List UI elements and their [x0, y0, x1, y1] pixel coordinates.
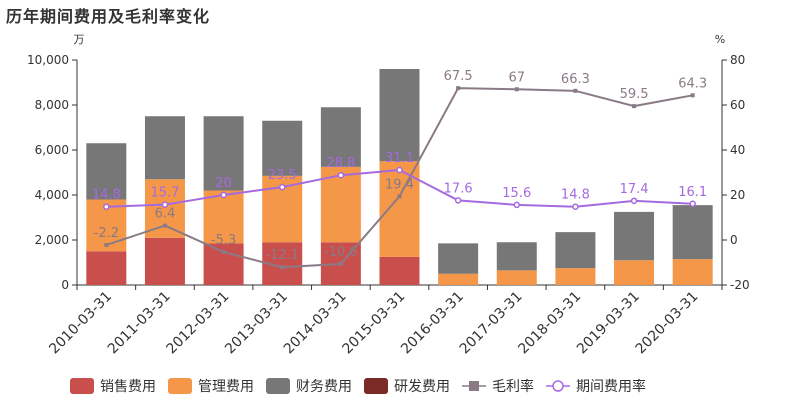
point-毛利率 — [162, 223, 167, 228]
bar-财务费用 — [614, 211, 655, 261]
bar-管理费用 — [144, 179, 185, 238]
point-毛利率 — [573, 88, 578, 93]
point-毛利率 — [632, 104, 637, 109]
y-left-tick-label: 10,000 — [27, 53, 69, 67]
chart-title: 历年期间费用及毛利率变化 — [6, 7, 211, 26]
point-期间费用率 — [454, 197, 462, 204]
data-label-毛利率: 64.3 — [678, 76, 707, 91]
point-期间费用率 — [161, 201, 169, 208]
bar-财务费用 — [320, 107, 361, 167]
bar-财务费用 — [86, 143, 127, 200]
data-label-毛利率: 6.4 — [155, 207, 176, 222]
bar-财务费用 — [438, 243, 479, 274]
y-right-unit: % — [715, 33, 725, 46]
point-期间费用率 — [220, 191, 227, 199]
bar-管理费用 — [672, 259, 713, 285]
point-毛利率 — [690, 93, 695, 98]
point-期间费用率 — [337, 171, 345, 179]
y-left-tick-label: 0 — [61, 278, 69, 292]
data-label-期间费用率: 23.5 — [268, 168, 297, 183]
point-期间费用率 — [103, 203, 110, 210]
bar-管理费用 — [496, 270, 537, 285]
point-期间费用率 — [572, 203, 579, 210]
bar-财务费用 — [672, 205, 713, 260]
data-label-毛利率: -2.2 — [94, 226, 119, 241]
legend-label-财务费用: 财务费用 — [296, 379, 352, 395]
point-期间费用率 — [513, 201, 521, 209]
y-right-tick-label: -20 — [730, 278, 750, 292]
y-left-tick-label: 2,000 — [35, 233, 69, 247]
data-label-毛利率: -10.6 — [324, 245, 358, 260]
data-label-毛利率: -5.3 — [211, 233, 236, 248]
point-毛利率 — [456, 86, 461, 91]
data-label-期间费用率: 16.1 — [678, 185, 707, 200]
y-right-tick-label: 60 — [730, 98, 745, 112]
legend-swatch-研发费用 — [364, 378, 388, 394]
point-毛利率 — [221, 249, 226, 254]
point-期间费用率 — [630, 197, 638, 205]
point-毛利率 — [104, 242, 109, 247]
bar-财务费用 — [144, 116, 185, 180]
data-label-毛利率: 67.5 — [444, 69, 473, 84]
y-right-tick-label: 0 — [730, 233, 738, 247]
legend-swatch-销售费用 — [70, 378, 94, 394]
bar-销售费用 — [86, 251, 127, 285]
data-label-期间费用率: 28.8 — [326, 156, 355, 171]
point-毛利率 — [397, 194, 402, 199]
bar-财务费用 — [203, 116, 244, 191]
data-label-毛利率: 67 — [508, 70, 525, 85]
y-right-tick-label: 40 — [730, 143, 745, 157]
data-label-期间费用率: 17.6 — [444, 181, 473, 196]
bar-管理费用 — [203, 190, 244, 244]
bar-管理费用 — [320, 166, 361, 243]
bar-管理费用 — [555, 268, 596, 285]
bar-管理费用 — [438, 273, 479, 285]
legend-swatch-管理费用 — [168, 378, 192, 394]
y-left-tick-label: 6,000 — [35, 143, 69, 157]
data-label-期间费用率: 15.6 — [502, 186, 531, 201]
data-label-期间费用率: 17.4 — [620, 182, 649, 197]
data-label-毛利率: 66.3 — [561, 72, 590, 87]
bar-销售费用 — [379, 256, 420, 285]
legend-marker-期间费用率 — [552, 380, 564, 392]
point-毛利率 — [514, 87, 519, 92]
bar-管理费用 — [614, 260, 655, 285]
bar-财务费用 — [379, 69, 420, 162]
x-tick-label: 2020-03-31 — [633, 289, 702, 358]
data-label-毛利率: -12.1 — [265, 248, 299, 263]
legend-label-毛利率: 毛利率 — [492, 378, 534, 395]
bar-管理费用 — [379, 161, 420, 257]
y-right-tick-label: 20 — [730, 188, 745, 202]
point-期间费用率 — [689, 200, 696, 208]
point-期间费用率 — [396, 166, 403, 174]
data-label-期间费用率: 15.7 — [150, 186, 179, 201]
legend-label-研发费用: 研发费用 — [394, 379, 450, 395]
bar-销售费用 — [144, 237, 185, 285]
bar-财务费用 — [555, 232, 596, 269]
data-label-期间费用率: 31.1 — [385, 151, 414, 166]
y-left-tick-label: 8,000 — [35, 98, 69, 112]
y-right-tick-label: 80 — [730, 53, 745, 67]
y-left-unit: 万 — [74, 33, 85, 46]
legend-swatch-财务费用 — [266, 378, 290, 394]
legend-label-期间费用率: 期间费用率 — [576, 378, 646, 395]
data-label-期间费用率: 20 — [215, 176, 232, 191]
data-label-期间费用率: 14.8 — [561, 188, 590, 203]
data-label-期间费用率: 14.8 — [92, 188, 121, 203]
legend-label-销售费用: 销售费用 — [100, 379, 156, 395]
y-left-tick-label: 4,000 — [35, 188, 69, 202]
legend-label-管理费用: 管理费用 — [198, 379, 254, 395]
point-毛利率 — [338, 261, 343, 266]
bar-销售费用 — [203, 243, 244, 285]
bar-财务费用 — [262, 120, 303, 176]
data-label-毛利率: 19.4 — [385, 177, 414, 192]
data-label-毛利率: 59.5 — [620, 87, 649, 102]
point-期间费用率 — [278, 183, 286, 191]
bar-财务费用 — [496, 242, 537, 271]
point-毛利率 — [280, 265, 285, 270]
legend-marker-毛利率 — [469, 381, 479, 391]
